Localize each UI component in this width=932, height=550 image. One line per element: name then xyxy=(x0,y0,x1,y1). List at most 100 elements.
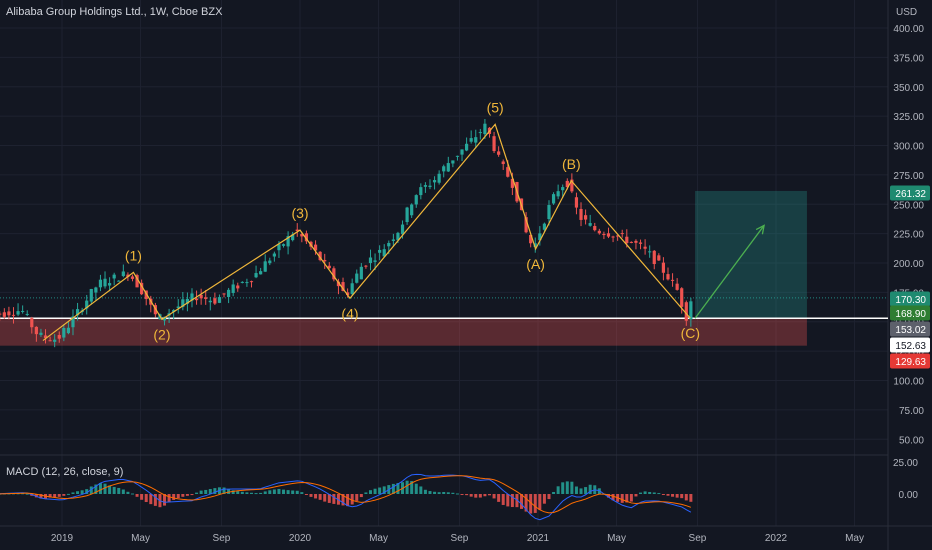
candle-body xyxy=(222,293,226,295)
macd-histogram-bar xyxy=(277,488,281,494)
macd-histogram-bar xyxy=(391,483,395,494)
macd-histogram-bar xyxy=(108,485,112,494)
macd-histogram-bar xyxy=(236,491,240,494)
macd-histogram-bar xyxy=(684,494,688,501)
candle-body xyxy=(240,281,244,283)
macd-histogram-bar xyxy=(231,490,235,494)
macd-histogram-bar xyxy=(460,494,464,495)
macd-histogram-bar xyxy=(455,493,459,495)
candle-body xyxy=(561,187,565,191)
candle-body xyxy=(30,318,34,328)
macd-histogram-bar xyxy=(657,493,661,495)
candle-body xyxy=(332,268,336,280)
candle-body xyxy=(16,311,20,315)
macd-histogram-bar xyxy=(195,492,199,494)
candle-body xyxy=(442,166,446,172)
macd-histogram-bar xyxy=(291,490,295,494)
candle-body xyxy=(208,300,212,303)
macd-histogram-bar xyxy=(465,494,469,496)
price-badge-label: 153.02 xyxy=(895,325,926,336)
time-tick-label: 2020 xyxy=(289,533,312,544)
candle-body xyxy=(643,246,647,249)
candle-body xyxy=(199,294,203,299)
macd-histogram-bar xyxy=(428,491,432,494)
macd-histogram-bar xyxy=(318,494,322,500)
candle-body xyxy=(62,327,66,338)
macd-histogram-bar xyxy=(533,494,537,513)
macd-histogram-bar xyxy=(396,483,400,494)
candle-body xyxy=(236,285,240,289)
price-badge xyxy=(890,291,930,307)
price-badge-label: 168.90 xyxy=(895,309,926,320)
macd-histogram-bar xyxy=(414,483,418,494)
candle-body xyxy=(98,279,103,288)
candle-body xyxy=(34,326,38,335)
candle-body xyxy=(506,167,510,177)
wave-label: (C) xyxy=(681,325,700,341)
candle-body xyxy=(405,207,409,223)
macd-histogram-bar xyxy=(190,494,194,496)
candle-body xyxy=(162,316,167,321)
candle-body xyxy=(465,143,469,151)
candle-body xyxy=(437,173,441,183)
macd-histogram-bar xyxy=(661,494,665,495)
candle-body xyxy=(204,297,208,299)
macd-histogram-bar xyxy=(497,494,501,502)
candle-body xyxy=(400,224,405,235)
macd-histogram-bar xyxy=(25,493,29,495)
time-tick-label: May xyxy=(607,533,626,544)
macd-histogram-bar xyxy=(355,494,359,501)
reference-lines xyxy=(0,297,888,319)
macd-histogram-bar xyxy=(121,489,125,494)
candle-body xyxy=(593,226,597,231)
macd-histogram-bar xyxy=(263,491,267,494)
candle-body xyxy=(446,163,450,172)
macd-histogram-bar xyxy=(34,494,38,498)
price-axis[interactable]: 400.00 375.00 350.00 325.00 300.00 275.00 250.… xyxy=(893,24,924,501)
candle-body xyxy=(478,132,482,134)
candle-body xyxy=(11,314,16,316)
candle-body xyxy=(144,290,148,300)
macd-histogram-bar xyxy=(574,486,578,494)
symbol-title[interactable]: Alibaba Group Holdings Ltd., 1W, Cboe BZ… xyxy=(6,6,223,18)
macd-histogram-bar xyxy=(71,492,75,494)
macd-histogram-bar xyxy=(625,494,629,503)
price-badge-label: 152.63 xyxy=(895,341,926,352)
macd-histogram-bar xyxy=(341,494,345,506)
macd-histogram-bar xyxy=(506,494,510,507)
candle-body xyxy=(39,332,43,335)
macd-histogram-bar xyxy=(240,491,244,494)
candle-body xyxy=(373,260,377,262)
signal-line xyxy=(0,475,692,514)
macd-histogram-bar xyxy=(163,494,167,506)
candle-body xyxy=(336,281,341,287)
macd-indicator-label[interactable]: MACD (12, 26, close, 9) xyxy=(6,466,124,478)
macd-histogram-bar xyxy=(350,494,354,505)
candle-body xyxy=(249,281,254,283)
candle-body xyxy=(574,197,579,208)
wave-label: (4) xyxy=(341,305,358,321)
macd-histogram-bar xyxy=(300,492,304,494)
candle-body xyxy=(57,335,61,339)
macd-histogram-bar xyxy=(199,490,203,494)
macd-histogram-bar xyxy=(98,483,102,494)
candle-body xyxy=(341,282,345,292)
macd-histogram-bar xyxy=(606,494,610,498)
candle-body xyxy=(130,276,135,279)
macd-histogram-bar xyxy=(487,494,491,496)
macd-histogram-bar xyxy=(323,494,327,502)
target-zone xyxy=(695,190,807,319)
wave-label: (5) xyxy=(487,99,504,115)
candle-body xyxy=(638,242,643,244)
candle-body xyxy=(533,243,537,248)
candle-body xyxy=(460,149,464,155)
macd-histogram-bar xyxy=(524,494,528,512)
time-axis[interactable]: 2019 May Sep 2020 May Sep 2021 May Sep 2022 May xyxy=(51,533,864,544)
candle-body xyxy=(112,274,116,279)
candle-body xyxy=(327,265,331,269)
macd-histogram-bar xyxy=(245,492,249,494)
candle-body xyxy=(227,289,231,298)
candle-body xyxy=(611,236,615,238)
candle-body xyxy=(524,217,528,233)
